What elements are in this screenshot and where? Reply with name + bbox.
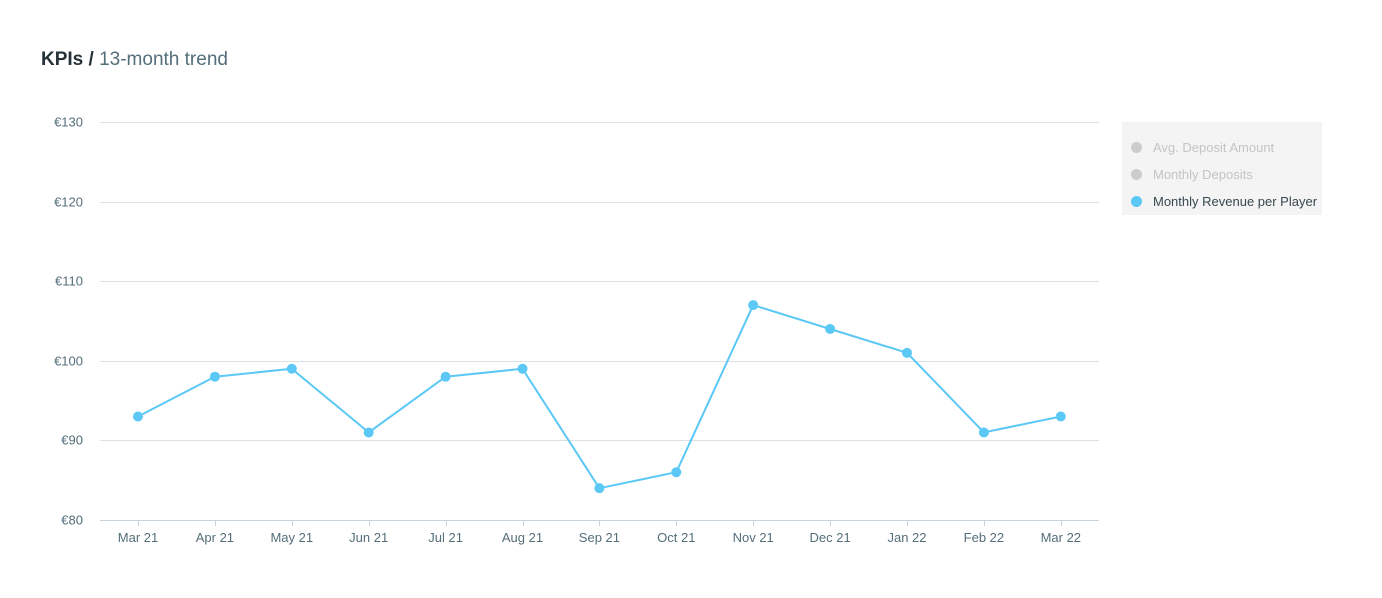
page-title: KPIs / 13-month trend — [41, 49, 228, 71]
title-kpis: KPIs — [41, 49, 84, 70]
x-tick-label: May 21 — [270, 530, 313, 545]
x-tick-label: Oct 21 — [657, 530, 695, 545]
x-tick-label: Nov 21 — [733, 530, 774, 545]
series-line — [137, 304, 1062, 490]
data-point[interactable] — [748, 300, 759, 311]
data-point[interactable] — [671, 467, 682, 478]
x-tick-label: Jun 21 — [349, 530, 388, 545]
y-tick-label: €130 — [54, 115, 83, 130]
title-separator: / — [88, 49, 94, 70]
x-axis — [100, 520, 1099, 526]
legend-dot-icon — [1131, 142, 1142, 153]
y-tick-label: €120 — [54, 195, 83, 210]
legend-label: Avg. Deposit Amount — [1153, 140, 1275, 155]
x-axis-tick-labels: Mar 21 Apr 21 May 21 Jun 21 Jul 21 Aug 21 Sep … — [118, 530, 1081, 545]
legend-label: Monthly Deposits — [1153, 167, 1253, 182]
y-tick-label: €80 — [61, 513, 83, 528]
x-tick-label: Mar 22 — [1041, 530, 1081, 545]
x-tick-label: Sep 21 — [579, 530, 620, 545]
data-point[interactable] — [440, 371, 451, 382]
legend-dot-icon — [1131, 196, 1142, 207]
x-tick-label: Jan 22 — [887, 530, 926, 545]
data-point[interactable] — [209, 371, 220, 382]
legend-item-monthly-deposits[interactable]: Monthly Deposits — [1122, 161, 1322, 188]
legend-item-avg-deposit-amount[interactable]: Avg. Deposit Amount — [1122, 134, 1322, 161]
legend-item-monthly-revenue-per-player[interactable]: Monthly Revenue per Player — [1122, 188, 1322, 215]
legend-label: Monthly Revenue per Player — [1153, 194, 1318, 209]
series-monthly-revenue-per-player — [133, 300, 1066, 494]
x-tick-label: Feb 22 — [964, 530, 1004, 545]
y-axis-tick-labels: €80 €90 €100 €110 €120 €130 — [54, 115, 83, 528]
chart-legend: Avg. Deposit Amount Monthly Deposits Mon… — [1122, 122, 1322, 215]
data-point[interactable] — [978, 427, 989, 438]
data-point[interactable] — [902, 347, 912, 358]
legend-dot-icon — [1131, 169, 1142, 180]
data-point[interactable] — [363, 427, 374, 438]
data-point[interactable] — [286, 363, 297, 374]
data-point[interactable] — [1055, 411, 1066, 422]
x-tick-label: Aug 21 — [502, 530, 543, 545]
title-subtitle: 13-month trend — [99, 49, 228, 70]
x-tick-label: Jul 21 — [428, 530, 463, 545]
data-point[interactable] — [133, 411, 143, 422]
x-tick-label: Mar 21 — [118, 530, 158, 545]
x-tick-label: Apr 21 — [196, 530, 234, 545]
data-point[interactable] — [517, 363, 528, 374]
x-tick-label: Dec 21 — [809, 530, 850, 545]
y-tick-label: €100 — [54, 354, 83, 369]
y-tick-label: €110 — [55, 274, 83, 289]
y-tick-label: €90 — [61, 433, 83, 448]
grid-lines — [100, 122, 1099, 441]
data-point[interactable] — [594, 483, 605, 494]
data-point[interactable] — [825, 323, 836, 334]
